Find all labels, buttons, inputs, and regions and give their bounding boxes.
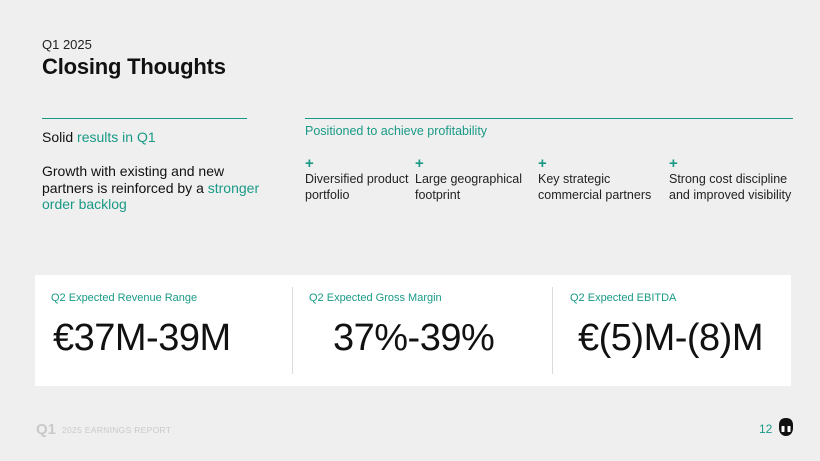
right-divider (305, 118, 793, 119)
growth-text: Growth with existing and new partners is… (42, 163, 272, 213)
revenue-value: €37M-39M (53, 317, 231, 359)
plus-icon: + (669, 155, 678, 172)
plus-icon: + (305, 155, 314, 172)
pillar-text: Diversified product portfolio (305, 172, 409, 202)
page-number: 12 (759, 422, 773, 436)
pillar-diversified: + Diversified product portfolio (305, 156, 410, 203)
pillar-partners: + Key strategic commercial partners (538, 156, 663, 203)
ebitda-label: Q2 Expected EBITDA (570, 292, 677, 304)
pillar-text: Key strategic commercial partners (538, 172, 652, 202)
pillar-cost-discipline: + Strong cost discipline and improved vi… (669, 156, 799, 203)
footer-report-label: 2025 EARNINGS REPORT (62, 425, 172, 435)
ebitda-value: €(5)M-(8)M (578, 317, 763, 359)
metric-divider (552, 287, 553, 374)
solid-accent: results in Q1 (77, 129, 156, 145)
slide-title: Closing Thoughts (42, 54, 226, 79)
metrics-panel: Q2 Expected Revenue Range €37M-39M Q2 Ex… (35, 275, 791, 386)
plus-icon: + (538, 155, 547, 172)
slide-kicker: Q1 2025 (42, 37, 92, 52)
profitability-title: Positioned to achieve profitability (305, 124, 488, 138)
left-divider (42, 118, 247, 119)
gross-margin-value: 37%-39% (333, 317, 495, 359)
pillar-text: Strong cost discipline and improved visi… (669, 172, 792, 202)
growth-prefix: Growth with existing and new partners is… (42, 163, 225, 196)
gross-margin-label: Q2 Expected Gross Margin (309, 292, 442, 304)
pillar-geographical: + Large geographical footprint (415, 156, 530, 203)
growth-accent: stronger order backlog (42, 179, 260, 213)
brand-logo-icon (779, 418, 793, 436)
solid-results-text: Solid results in Q1 (42, 129, 156, 145)
pillar-text: Large geographical footprint (415, 172, 523, 202)
revenue-label: Q2 Expected Revenue Range (51, 292, 198, 304)
solid-prefix: Solid (42, 129, 78, 145)
metric-divider (292, 287, 293, 374)
footer-q1: Q1 (36, 421, 57, 438)
plus-icon: + (415, 155, 424, 172)
